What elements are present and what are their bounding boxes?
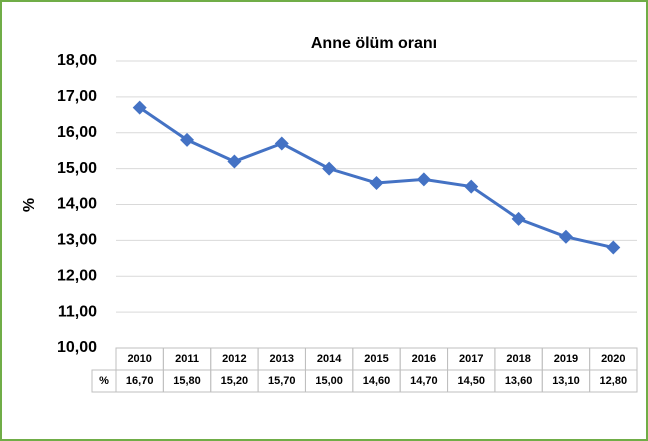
data-label: 13,60: [505, 375, 533, 387]
x-tick-label: 2012: [222, 353, 246, 365]
data-label: 14,50: [457, 375, 485, 387]
y-axis-label: %: [21, 198, 38, 212]
data-label: 14,60: [363, 375, 391, 387]
data-label: 15,00: [315, 375, 343, 387]
y-tick-label: 17,00: [57, 88, 97, 105]
marker: [558, 229, 573, 244]
marker: [511, 211, 526, 226]
x-tick-label: 2013: [270, 353, 294, 365]
data-label: 15,20: [221, 375, 249, 387]
x-tick-label: 2019: [554, 353, 578, 365]
data-label: 12,80: [600, 375, 628, 387]
data-label: 13,10: [552, 375, 580, 387]
x-tick-label: 2014: [317, 353, 342, 365]
x-tick-label: 2016: [412, 353, 436, 365]
y-tick-label: 11,00: [58, 303, 97, 320]
x-tick-label: 2011: [175, 353, 199, 365]
marker: [180, 132, 195, 147]
marker: [369, 175, 384, 190]
y-tick-label: 10,00: [57, 339, 97, 356]
y-tick-label: 18,00: [57, 52, 97, 69]
y-tick-label: 14,00: [57, 196, 97, 213]
x-tick-label: 2015: [364, 353, 388, 365]
marker: [132, 100, 147, 115]
x-tick-label: 2020: [601, 353, 625, 365]
table-cell: [589, 369, 638, 393]
data-label: 15,70: [268, 375, 296, 387]
legend-label: %: [99, 375, 109, 387]
data-label: 14,70: [410, 375, 438, 387]
data-label: 16,70: [126, 375, 154, 387]
x-tick-label: 2017: [459, 353, 483, 365]
data-label: 15,80: [173, 375, 201, 387]
marker: [227, 154, 242, 169]
chart-title: Anne ölüm oranı: [311, 35, 437, 52]
y-tick-label: 13,00: [57, 232, 97, 249]
marker: [464, 179, 479, 194]
y-tick-label: 15,00: [57, 160, 97, 177]
marker: [416, 172, 431, 187]
marker: [274, 136, 289, 151]
y-tick-label: 12,00: [57, 267, 97, 284]
x-tick-label: 2018: [506, 353, 530, 365]
y-tick-label: 16,00: [57, 124, 97, 141]
marker: [606, 240, 621, 255]
x-tick-label: 2010: [127, 353, 151, 365]
marker: [322, 161, 337, 176]
